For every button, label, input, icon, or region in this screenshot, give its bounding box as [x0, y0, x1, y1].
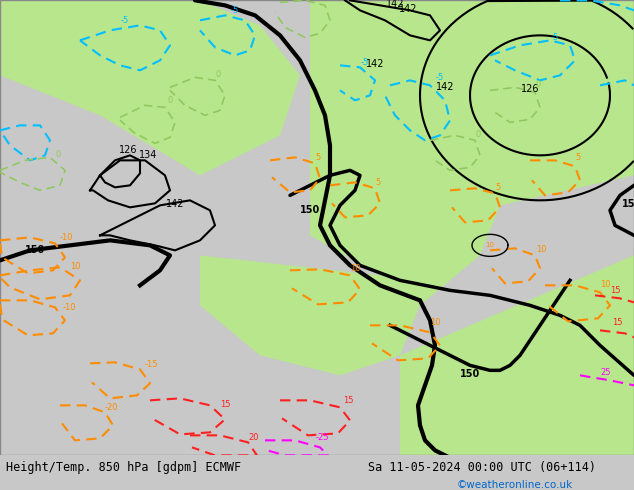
Text: 126: 126: [521, 84, 540, 95]
Text: -5: -5: [436, 74, 444, 82]
Text: -15: -15: [145, 360, 158, 369]
Text: 150: 150: [460, 369, 480, 379]
Text: 150: 150: [25, 245, 45, 255]
Text: 10: 10: [486, 243, 495, 248]
Text: -5: -5: [121, 16, 129, 25]
Text: -10: -10: [60, 233, 74, 243]
Text: 150: 150: [622, 199, 634, 209]
Text: 0: 0: [476, 130, 481, 139]
Text: 5: 5: [495, 183, 500, 193]
Text: 150: 150: [300, 205, 320, 215]
Text: 142: 142: [366, 59, 384, 70]
Text: -5: -5: [551, 33, 559, 42]
Text: 134: 134: [139, 150, 157, 160]
Text: 15: 15: [343, 396, 354, 405]
Text: -5: -5: [231, 6, 239, 15]
Polygon shape: [310, 0, 634, 305]
Text: 142: 142: [436, 82, 454, 92]
Polygon shape: [200, 255, 420, 375]
Polygon shape: [400, 255, 634, 455]
Text: -20: -20: [105, 403, 119, 413]
Text: 0: 0: [216, 71, 221, 79]
Text: 15: 15: [612, 318, 623, 327]
Text: 5: 5: [575, 153, 580, 162]
Text: Sa 11-05-2024 00:00 UTC (06+114): Sa 11-05-2024 00:00 UTC (06+114): [368, 462, 596, 474]
Text: 0: 0: [167, 97, 172, 105]
Text: 25: 25: [600, 368, 611, 377]
Text: 5: 5: [375, 178, 380, 187]
Text: -25: -25: [316, 433, 330, 442]
Text: -5: -5: [361, 58, 369, 67]
Text: 10: 10: [430, 318, 441, 327]
Text: ©weatheronline.co.uk: ©weatheronline.co.uk: [456, 480, 573, 490]
Text: 15: 15: [220, 400, 231, 409]
Polygon shape: [440, 0, 634, 155]
Text: 0: 0: [535, 80, 541, 89]
Polygon shape: [0, 0, 300, 175]
Text: 142: 142: [165, 199, 184, 209]
Text: 0: 0: [55, 150, 61, 159]
Text: Height/Temp. 850 hPa [gdpm] ECMWF: Height/Temp. 850 hPa [gdpm] ECMWF: [6, 462, 242, 474]
Text: 142: 142: [399, 4, 417, 14]
Text: 10: 10: [600, 280, 611, 290]
Text: 10: 10: [70, 262, 81, 271]
Text: 10: 10: [536, 245, 547, 254]
Text: -10: -10: [63, 303, 77, 312]
Text: 15: 15: [610, 286, 621, 295]
Text: 142: 142: [385, 0, 404, 9]
Text: 10: 10: [350, 264, 361, 273]
Text: 20: 20: [248, 433, 259, 442]
Text: 126: 126: [119, 146, 137, 155]
Text: 0: 0: [322, 0, 328, 1]
Text: 5: 5: [315, 153, 320, 162]
